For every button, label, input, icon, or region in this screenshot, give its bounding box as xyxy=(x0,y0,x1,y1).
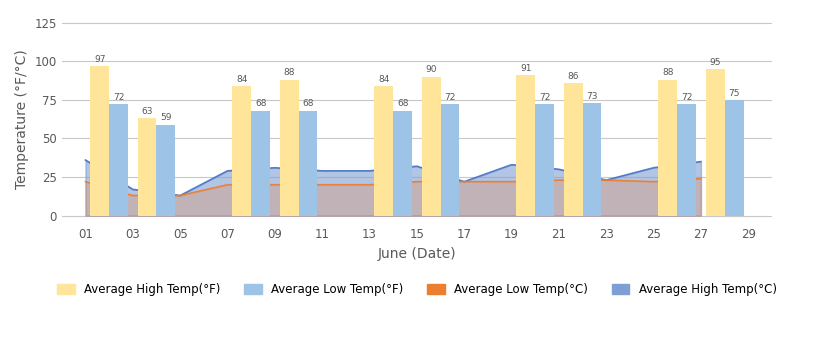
Text: 32: 32 xyxy=(426,155,437,164)
Text: 86: 86 xyxy=(568,72,579,81)
Text: 36: 36 xyxy=(94,149,105,158)
Bar xyxy=(138,118,157,216)
Bar xyxy=(393,111,413,216)
Text: 84: 84 xyxy=(236,75,247,84)
Bar xyxy=(725,100,744,216)
Text: 23: 23 xyxy=(568,169,579,178)
Text: 88: 88 xyxy=(662,68,673,77)
Text: 20: 20 xyxy=(236,174,247,183)
Bar xyxy=(535,105,554,216)
Text: 29: 29 xyxy=(378,160,389,169)
Text: 91: 91 xyxy=(520,64,531,73)
Text: 20: 20 xyxy=(283,174,295,183)
Y-axis label: Temperature (°F/°C): Temperature (°F/°C) xyxy=(15,49,29,189)
Bar xyxy=(299,111,317,216)
Bar xyxy=(374,86,393,216)
Text: 68: 68 xyxy=(397,99,408,108)
Text: 22: 22 xyxy=(94,171,105,180)
Text: 31: 31 xyxy=(662,156,673,165)
Text: 68: 68 xyxy=(255,99,266,108)
Bar xyxy=(441,105,460,216)
Bar xyxy=(706,69,725,216)
Bar xyxy=(251,111,270,216)
Text: 33: 33 xyxy=(520,153,531,163)
Text: 13: 13 xyxy=(141,185,153,194)
Text: 90: 90 xyxy=(425,66,437,75)
Text: 22: 22 xyxy=(662,171,673,180)
Text: 63: 63 xyxy=(141,107,153,116)
Text: 75: 75 xyxy=(728,89,740,97)
Text: 22: 22 xyxy=(520,171,531,180)
X-axis label: June (Date): June (Date) xyxy=(378,247,457,261)
Bar xyxy=(677,105,696,216)
Text: 84: 84 xyxy=(378,75,389,84)
Text: 29: 29 xyxy=(236,160,247,169)
Text: 30: 30 xyxy=(568,158,579,167)
Text: 20: 20 xyxy=(378,174,389,183)
Bar xyxy=(109,105,128,216)
Bar xyxy=(564,83,583,216)
Bar xyxy=(583,103,602,216)
Text: 17: 17 xyxy=(141,178,153,187)
Text: 72: 72 xyxy=(681,93,692,102)
Bar xyxy=(658,80,677,216)
Text: 68: 68 xyxy=(302,99,314,108)
Legend: Average High Temp(°F), Average Low Temp(°F), Average Low Temp(°C), Average High : Average High Temp(°F), Average Low Temp(… xyxy=(52,278,782,301)
Bar xyxy=(90,66,109,216)
Text: 95: 95 xyxy=(710,58,721,67)
Text: 72: 72 xyxy=(113,93,124,102)
Bar xyxy=(157,125,175,216)
Text: 72: 72 xyxy=(539,93,550,102)
Text: 72: 72 xyxy=(444,93,456,102)
Text: 35: 35 xyxy=(710,150,721,159)
Text: 73: 73 xyxy=(586,92,598,101)
Text: 59: 59 xyxy=(160,113,172,122)
Text: 22: 22 xyxy=(426,171,437,180)
Text: 88: 88 xyxy=(283,68,295,77)
Bar xyxy=(422,77,441,216)
Text: 24: 24 xyxy=(710,168,720,177)
Bar xyxy=(232,86,251,216)
Text: 31: 31 xyxy=(283,156,295,165)
Text: 97: 97 xyxy=(94,55,105,64)
Bar xyxy=(280,80,299,216)
Bar xyxy=(516,75,535,216)
